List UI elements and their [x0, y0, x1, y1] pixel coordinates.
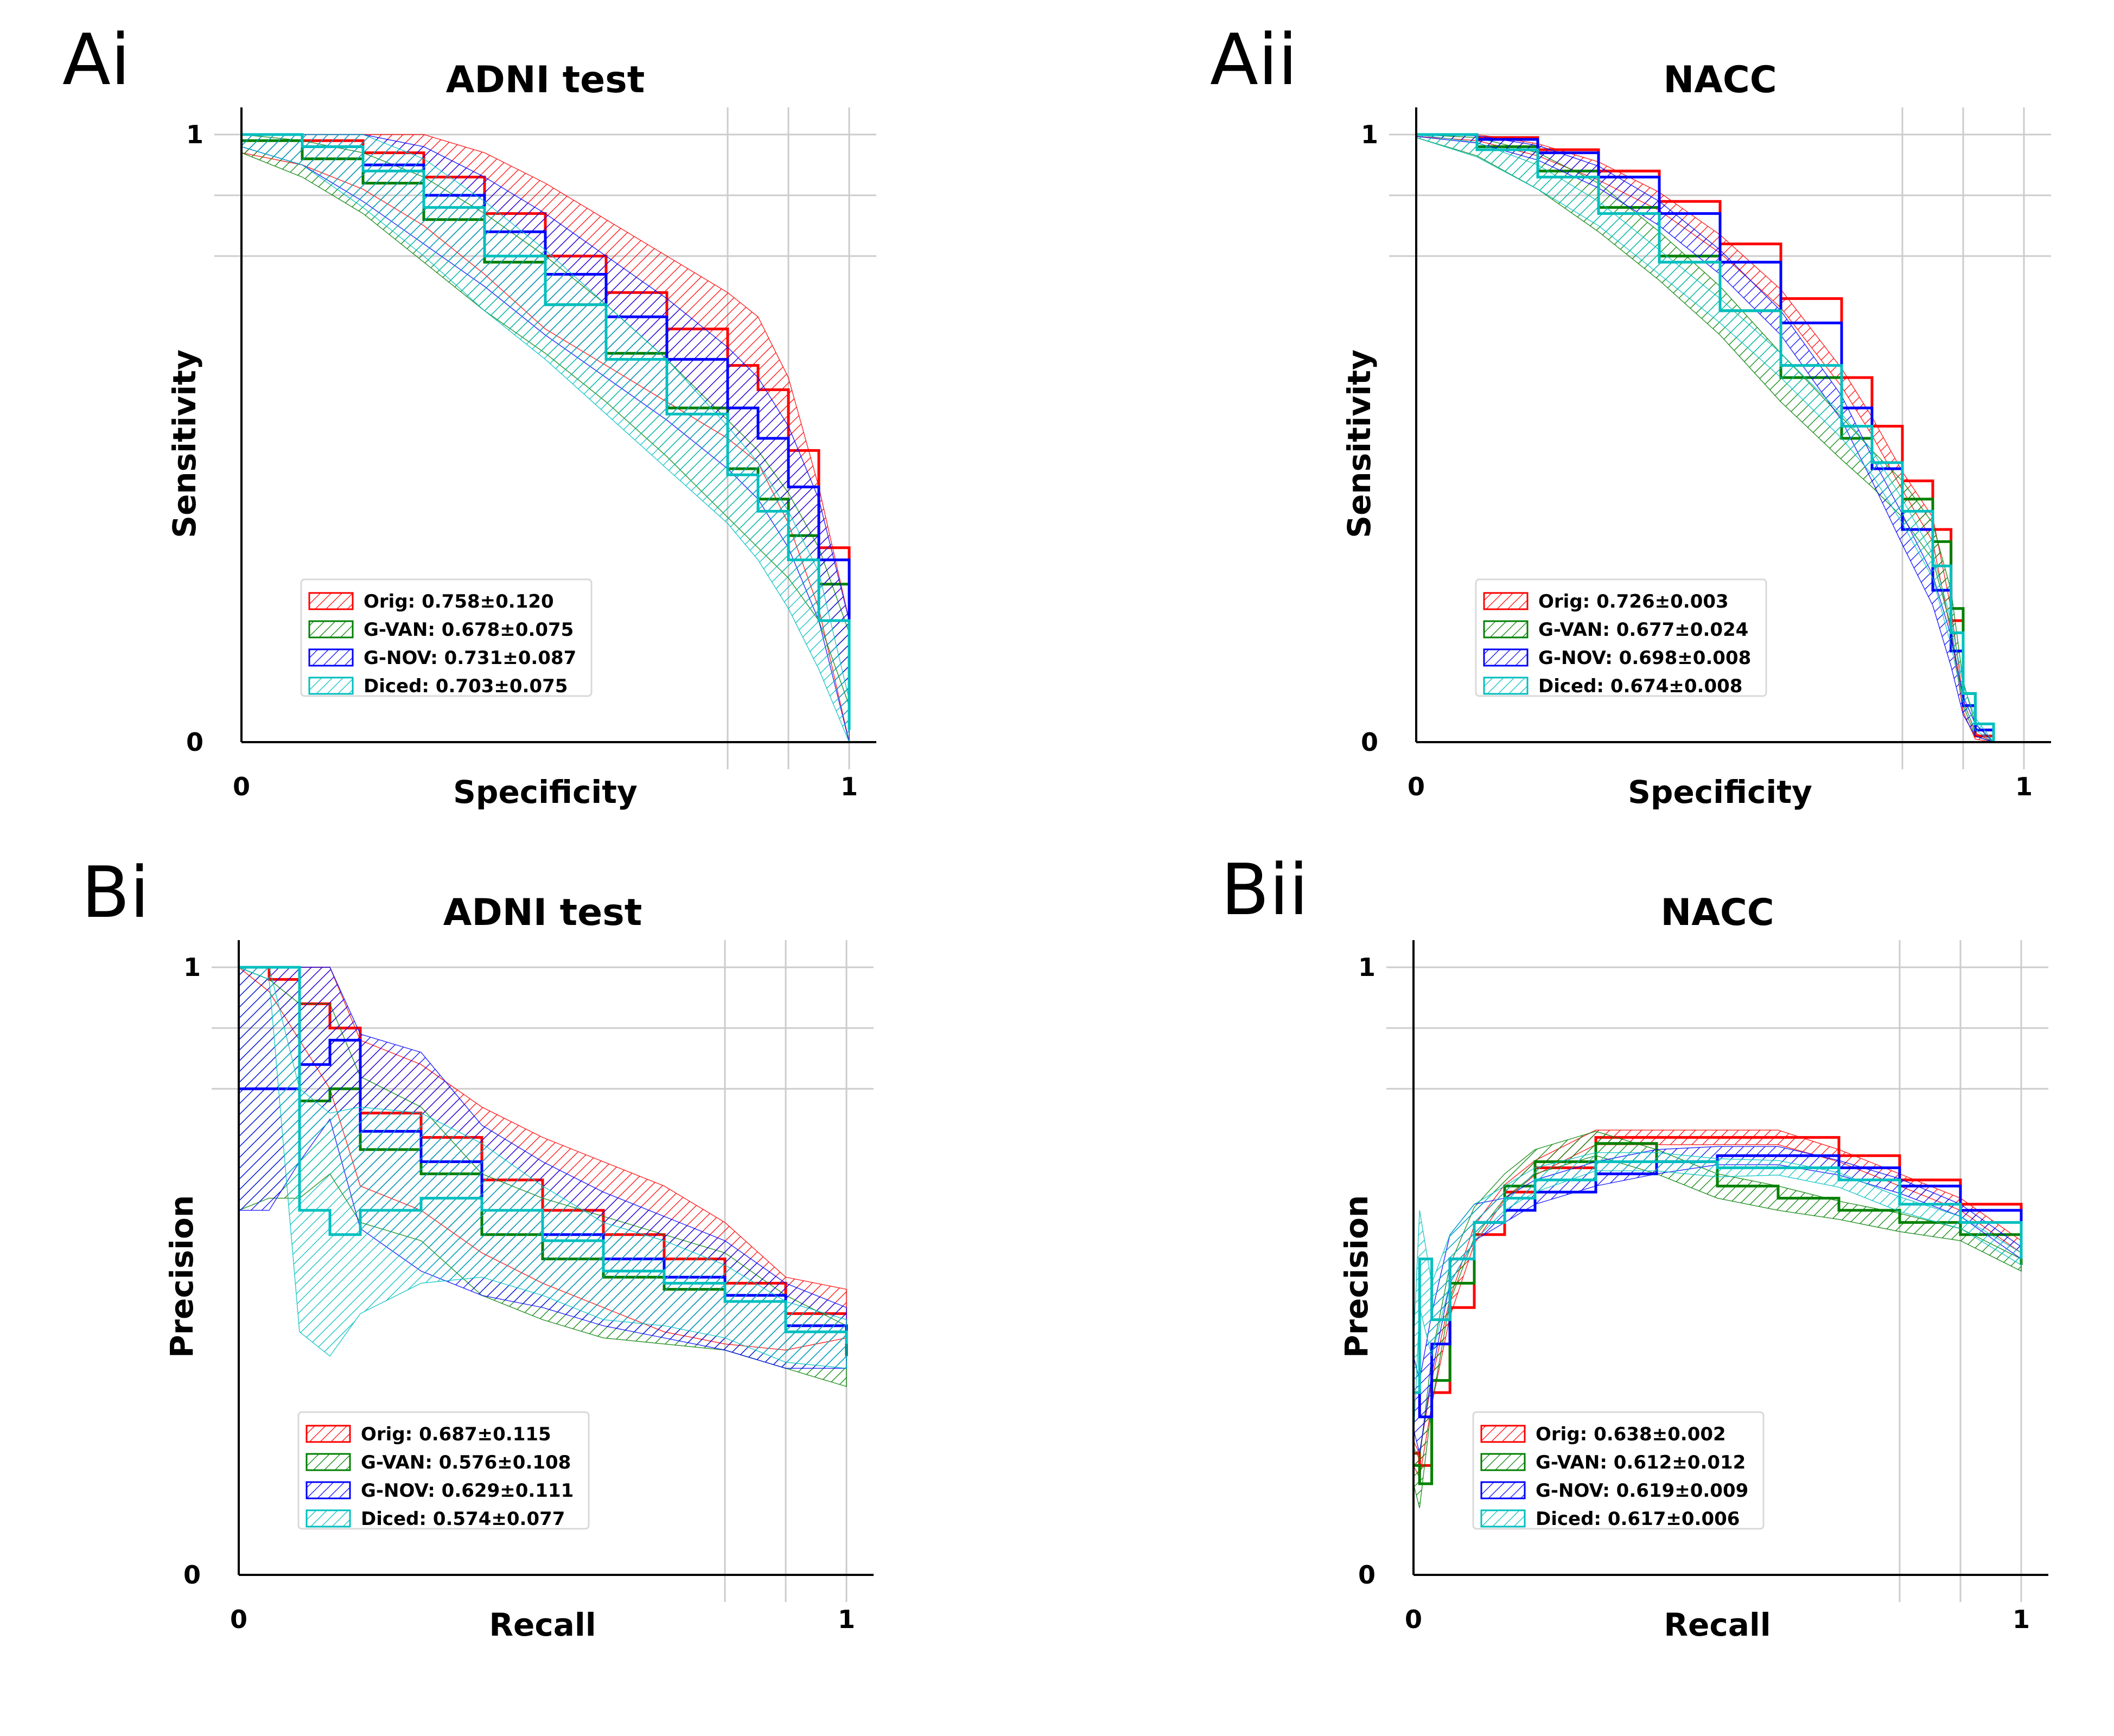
chart-title: ADNI test: [443, 891, 642, 934]
legend-label-diced: Diced: 0.617±0.006: [1536, 1508, 1740, 1530]
legend-swatch-diced: [1483, 676, 1529, 695]
panel-letter: Bi: [81, 851, 149, 934]
legend: Orig: 0.726±0.003 G-VAN: 0.677±0.024 G-NOV…: [1475, 578, 1767, 697]
legend-label-orig: Orig: 0.687±0.115: [361, 1424, 551, 1445]
x-tick-label: 1: [838, 1605, 855, 1634]
legend-swatch-orig: [308, 592, 354, 610]
legend-frame: [297, 1411, 590, 1530]
y-axis-label: Sensitivity: [166, 349, 203, 538]
y-axis-label: Sensitivity: [1341, 349, 1378, 538]
legend-label-orig: Orig: 0.638±0.002: [1536, 1424, 1726, 1445]
x-tick-label: 1: [2013, 1605, 2030, 1634]
confidence-band-diced: [1416, 134, 1994, 743]
series-line-g-nov: [1413, 1154, 2023, 1419]
y-tick-label: 1: [183, 953, 201, 982]
panel-letter: Aii: [1210, 18, 1297, 101]
legend-swatch-diced: [1480, 1509, 1526, 1528]
legend-label-g-nov: G-NOV: 0.731±0.087: [364, 647, 576, 669]
series-diced: [1413, 1152, 2023, 1441]
legend-swatch-g-nov: [1480, 1481, 1526, 1499]
legend-label-g-van: G-VAN: 0.678±0.075: [364, 619, 574, 641]
x-axis-label: Specificity: [1628, 774, 1812, 810]
legend-label-g-nov: G-NOV: 0.619±0.009: [1536, 1480, 1748, 1502]
legend-swatch-orig: [1480, 1425, 1526, 1443]
legend-swatch-g-van: [1480, 1453, 1526, 1471]
legend-frame: [1472, 1411, 1765, 1530]
series-line-diced: [239, 966, 848, 1344]
legend-frame: [300, 578, 593, 697]
panel-letter: Ai: [62, 18, 130, 101]
legend-swatch-g-nov: [305, 1481, 351, 1499]
series-line-diced: [1413, 1160, 2023, 1394]
x-axis-label: Specificity: [453, 774, 638, 810]
legend-swatch-g-nov: [1483, 648, 1529, 667]
legend-swatch-diced: [308, 676, 354, 695]
y-tick-label: 0: [186, 727, 203, 757]
y-tick-label: 1: [1358, 953, 1376, 982]
confidence-band-g-nov: [1416, 134, 1994, 743]
legend-label-g-van: G-VAN: 0.576±0.108: [361, 1452, 571, 1473]
legend-label-g-van: G-VAN: 0.612±0.012: [1536, 1452, 1746, 1473]
legend-label-diced: Diced: 0.674±0.008: [1538, 675, 1742, 697]
legend-swatch-g-van: [305, 1453, 351, 1471]
legend-swatch-orig: [305, 1425, 351, 1443]
legend-swatch-orig: [1483, 592, 1529, 610]
legend-label-orig: Orig: 0.758±0.120: [364, 591, 554, 612]
y-tick-label: 0: [1361, 727, 1378, 757]
legend-label-g-van: G-VAN: 0.677±0.024: [1538, 619, 1748, 641]
y-tick-label: 1: [1361, 120, 1378, 149]
panel-aii: Aii NACC 0 1 0 1 Specificity Sensitivity Orig: 0…: [1210, 18, 2051, 810]
y-tick-label: 0: [183, 1560, 201, 1590]
x-tick-label: 0: [1408, 772, 1425, 801]
y-tick-label: 0: [1358, 1560, 1376, 1590]
legend-frame: [1475, 578, 1767, 697]
chart-title: NACC: [1663, 59, 1776, 101]
legend-label-g-nov: G-NOV: 0.629±0.111: [361, 1480, 574, 1502]
x-tick-label: 1: [840, 772, 858, 801]
panel-bi: Bi ADNI test 0 1 0 1 Recall Precision Orig: 0.68…: [81, 851, 874, 1643]
legend-label-orig: Orig: 0.726±0.003: [1538, 591, 1729, 612]
legend-swatch-g-van: [1483, 620, 1529, 639]
panel-bii: Bii NACC 0 1 0 1 Recall Precision Orig: 0.638±0.…: [1221, 848, 2048, 1643]
x-axis-label: Recall: [489, 1606, 596, 1643]
legend-label-diced: Diced: 0.574±0.077: [361, 1508, 565, 1530]
legend: Orig: 0.638±0.002 G-VAN: 0.612±0.012 G-NOV…: [1472, 1411, 1765, 1530]
legend-swatch-g-nov: [308, 648, 354, 667]
legend-label-diced: Diced: 0.703±0.075: [364, 675, 568, 697]
x-tick-label: 0: [230, 1605, 247, 1634]
y-axis-label: Precision: [163, 1195, 200, 1358]
legend-label-g-nov: G-NOV: 0.698±0.008: [1538, 647, 1751, 669]
x-tick-label: 0: [233, 772, 250, 801]
panel-ai: Ai ADNI test 0 1 0 1 Specificity Sensitivity Ori…: [62, 18, 876, 810]
legend: Orig: 0.687±0.115 G-VAN: 0.576±0.108 G-NOV…: [297, 1411, 590, 1530]
chart-title: NACC: [1660, 891, 1774, 934]
legend-swatch-g-van: [308, 620, 354, 639]
y-tick-label: 1: [186, 120, 203, 149]
legend-swatch-diced: [305, 1509, 351, 1528]
x-axis-label: Recall: [1664, 1606, 1771, 1643]
x-tick-label: 1: [2015, 772, 2033, 801]
y-axis-label: Precision: [1338, 1195, 1375, 1358]
x-tick-label: 0: [1405, 1605, 1422, 1634]
legend: Orig: 0.758±0.120 G-VAN: 0.678±0.075 G-NOV…: [300, 578, 593, 697]
chart-title: ADNI test: [446, 59, 645, 101]
panel-letter: Bii: [1221, 848, 1308, 931]
